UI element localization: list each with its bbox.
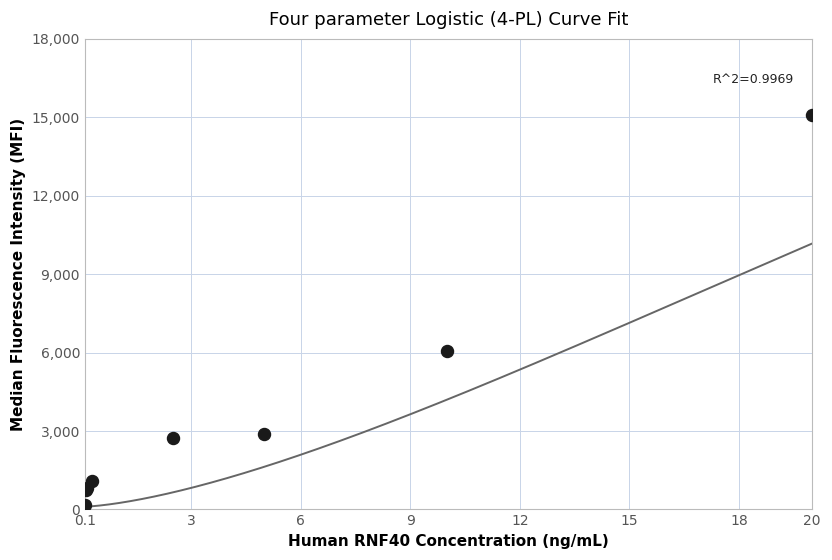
Text: R^2=0.9969: R^2=0.9969 <box>713 73 794 86</box>
Point <box>440 347 453 356</box>
Point <box>257 429 270 438</box>
X-axis label: Human RNF40 Concentration (ng/mL): Human RNF40 Concentration (ng/mL) <box>288 534 609 549</box>
Title: Four parameter Logistic (4-PL) Curve Fit: Four parameter Logistic (4-PL) Curve Fit <box>269 11 628 29</box>
Point <box>79 486 92 494</box>
Point <box>81 483 94 492</box>
Point <box>166 433 179 442</box>
Point <box>86 476 99 485</box>
Point <box>805 110 819 119</box>
Y-axis label: Median Fluorescence Intensity (MFI): Median Fluorescence Intensity (MFI) <box>11 118 26 431</box>
Point <box>78 500 92 509</box>
